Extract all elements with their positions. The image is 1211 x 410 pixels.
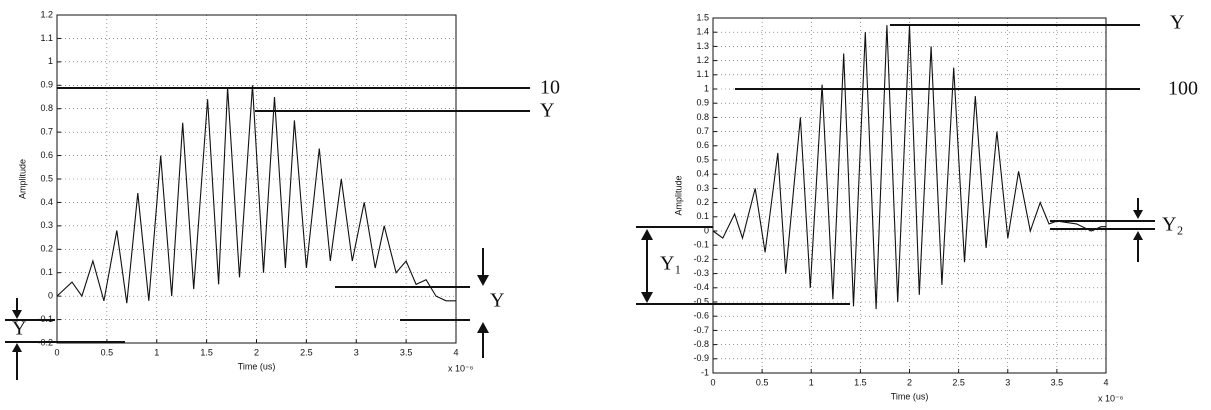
y-axis-label: Amplitude [17,159,27,199]
arrow-head [12,343,22,352]
y-tick-label: 0.3 [40,220,53,230]
data-line [57,85,456,303]
x-tick-label: 0 [54,347,59,357]
annotation: Y [490,290,504,312]
x-tick-label: 4 [453,347,458,357]
x-axis-label: Time (us) [238,361,276,371]
y-tick-label: -1 [701,367,709,377]
y-tick-label: -0.3 [693,268,709,278]
y-tick-label: 0.9 [696,98,709,108]
x-tick-label: 0 [710,377,715,387]
y-tick-label: 0.9 [40,80,53,90]
y-tick-label: 0.8 [40,103,53,113]
x-tick-label: 2 [907,377,912,387]
annotation: 10 [540,77,560,99]
y-tick-label: -0.7 [693,325,709,335]
y-tick-label: 1.2 [696,55,709,65]
y-axis-label: Amplitude [673,175,683,215]
arrow-head [1133,231,1143,240]
x-multiplier: x 10⁻⁶ [448,363,474,373]
x-tick-label: 1 [809,377,814,387]
y-tick-label: 1.1 [40,33,53,43]
y-tick-label: 0.1 [696,211,709,221]
y-tick-label: -0.2 [693,254,709,264]
x-tick-label: 1 [154,347,159,357]
y-tick-label: 0.4 [696,169,709,179]
annotation: Y [12,318,26,340]
x-axis-label: Time (us) [891,391,929,401]
x-multiplier: x 10⁻⁶ [1098,393,1124,403]
x-tick-label: 3 [354,347,359,357]
y-tick-label: 0.2 [696,197,709,207]
y-tick-label: -0.1 [37,314,53,324]
y-tick-label: 1 [704,83,709,93]
x-tick-label: 0.5 [756,377,769,387]
y-tick-label: 0.8 [696,112,709,122]
annotation: Y [1170,12,1184,34]
x-tick-label: 0.5 [101,347,114,357]
y-tick-label: 0.4 [40,197,53,207]
arrow-head [641,292,653,303]
arrow-head [641,229,653,240]
y-tick-label: -0.1 [693,240,709,250]
annotation: Y [540,100,554,122]
y-tick-label: 0.7 [696,126,709,136]
y-tick-label: -0.6 [693,311,709,321]
y-tick-label: 0.5 [40,173,53,183]
y-tick-label: 0 [48,291,53,301]
y-tick-label: -0.4 [693,282,709,292]
annotation: 100 [1168,78,1198,100]
x-tick-label: 1.5 [854,377,867,387]
y-tick-label: 0.2 [40,244,53,254]
annotation: Y₁ [660,253,681,275]
y-tick-label: 0.6 [40,150,53,160]
x-tick-label: 2 [254,347,259,357]
arrow-head [1133,210,1143,219]
figure: Amplitude x 10⁻⁶ Time (us) 4 3.5 3 2.5 2 1.5 1 0.5… [0,0,1211,410]
x-tick-label: 1.5 [200,347,213,357]
x-tick-label: 2.5 [300,347,313,357]
y-tick-label: 1.3 [696,41,709,51]
y-tick-label: -0.8 [693,339,709,349]
y-tick-label: 0.5 [696,154,709,164]
x-tick-label: 2.5 [952,377,965,387]
y-tick-label: 0.6 [696,140,709,150]
x-tick-label: 3.5 [1051,377,1064,387]
y-tick-label: 1.5 [696,12,709,22]
y-tick-label: 0.3 [696,183,709,193]
arrow-head [477,275,489,286]
y-tick-label: 1.1 [696,69,709,79]
x-tick-label: 3 [1005,377,1010,387]
y-tick-label: 0.7 [40,127,53,137]
y-tick-label: 1.2 [40,9,53,19]
x-tick-label: 4 [1103,377,1108,387]
y-tick-label: 1.4 [696,27,709,37]
x-tick-label: 3.5 [400,347,413,357]
y-tick-label: 1 [48,56,53,66]
arrow-head [477,322,489,333]
y-tick-label: 0.1 [40,267,53,277]
page: Amplitude x 10⁻⁶ Time (us) 4 3.5 3 2.5 2 1.5 1 0.5… [0,0,1211,410]
annotation: Y₂ [1162,214,1183,236]
y-tick-label: -0.9 [693,353,709,363]
